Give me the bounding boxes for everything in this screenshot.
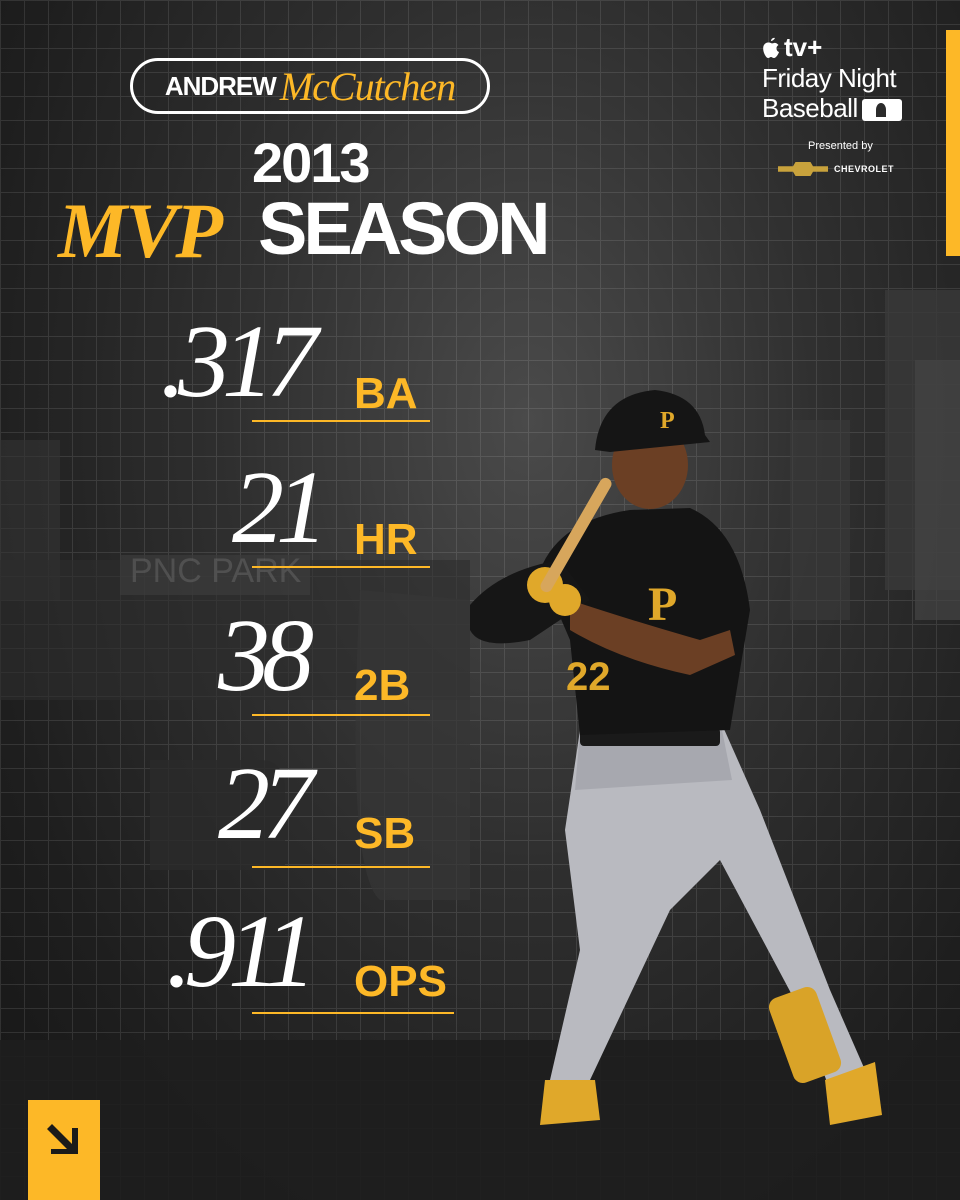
stat-value: 38 xyxy=(218,598,314,713)
season-title: SEASON xyxy=(258,187,551,270)
player-photo: 22 P P xyxy=(470,390,882,1125)
stat-underline xyxy=(252,714,430,716)
chevrolet-bowtie-icon xyxy=(778,162,828,176)
stat-underline xyxy=(252,420,430,422)
stat-value: .911 xyxy=(166,894,316,1009)
player-name-badge: ANDREW McCutchen xyxy=(130,58,490,114)
svg-text:P: P xyxy=(648,578,677,631)
stat-underline xyxy=(252,1012,454,1014)
stat-label: 2B xyxy=(354,661,411,710)
arrow-up-left-icon xyxy=(47,1124,78,1154)
stat-value: 21 xyxy=(232,450,328,565)
apple-icon xyxy=(763,37,779,58)
stat-value: 27 xyxy=(218,746,314,861)
brand-line-2: Baseball xyxy=(762,93,858,123)
jersey-number: 22 xyxy=(566,655,611,699)
background-text: PNC PARK xyxy=(130,552,302,590)
corner-accent xyxy=(28,1100,100,1200)
stat-value: .317 xyxy=(160,304,318,419)
tv-plus-text: tv+ xyxy=(784,32,823,62)
stat-label: OPS xyxy=(354,957,447,1006)
brand-line-1: Friday Night xyxy=(762,63,897,93)
brand-line-2-wrap: Baseball xyxy=(762,93,902,123)
sponsor-name: CHEVROLET xyxy=(834,164,895,174)
player-first-name: ANDREW xyxy=(164,70,277,101)
sponsor-logo: CHEVROLET xyxy=(778,162,894,176)
stat-label: SB xyxy=(354,809,416,858)
stat-label: BA xyxy=(354,369,418,418)
svg-text:P: P xyxy=(660,408,675,434)
stat-label: HR xyxy=(354,515,418,564)
mvp-title: MVP xyxy=(58,187,223,274)
stat-underline xyxy=(252,866,430,868)
presented-by-text: Presented by xyxy=(808,140,873,152)
apple-tv-logo: tv+ xyxy=(762,32,902,63)
player-last-name: McCutchen xyxy=(279,63,456,109)
accent-bar xyxy=(946,30,960,256)
stat-underline xyxy=(252,566,430,568)
season-year: 2013 xyxy=(252,131,371,194)
apple-tv-branding: tv+ Friday Night Baseball xyxy=(762,32,902,123)
mlb-logo-icon xyxy=(861,99,902,122)
